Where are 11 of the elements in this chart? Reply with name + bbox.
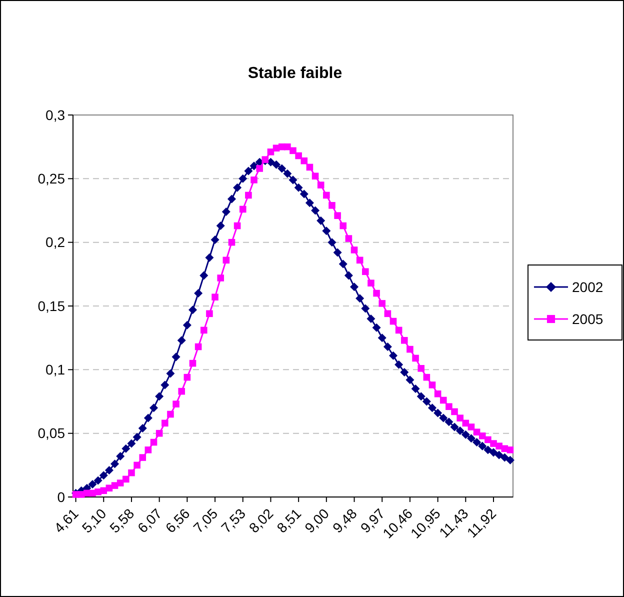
legend-label: 2002 bbox=[572, 278, 604, 295]
y-tick-label: 0,1 bbox=[46, 362, 66, 378]
chart-title: Stable faible bbox=[248, 65, 342, 82]
y-tick-label: 0 bbox=[57, 488, 66, 505]
y-tick-label: 0,05 bbox=[38, 425, 66, 442]
y-tick-label: 0,2 bbox=[46, 234, 66, 250]
legend-label: 2005 bbox=[572, 310, 604, 327]
y-tick-label: 0,25 bbox=[38, 170, 66, 187]
y-tick-label: 0,3 bbox=[46, 106, 66, 123]
x-tick-label: 6,56 bbox=[162, 505, 193, 536]
y-tick-label: 0,15 bbox=[38, 298, 66, 314]
